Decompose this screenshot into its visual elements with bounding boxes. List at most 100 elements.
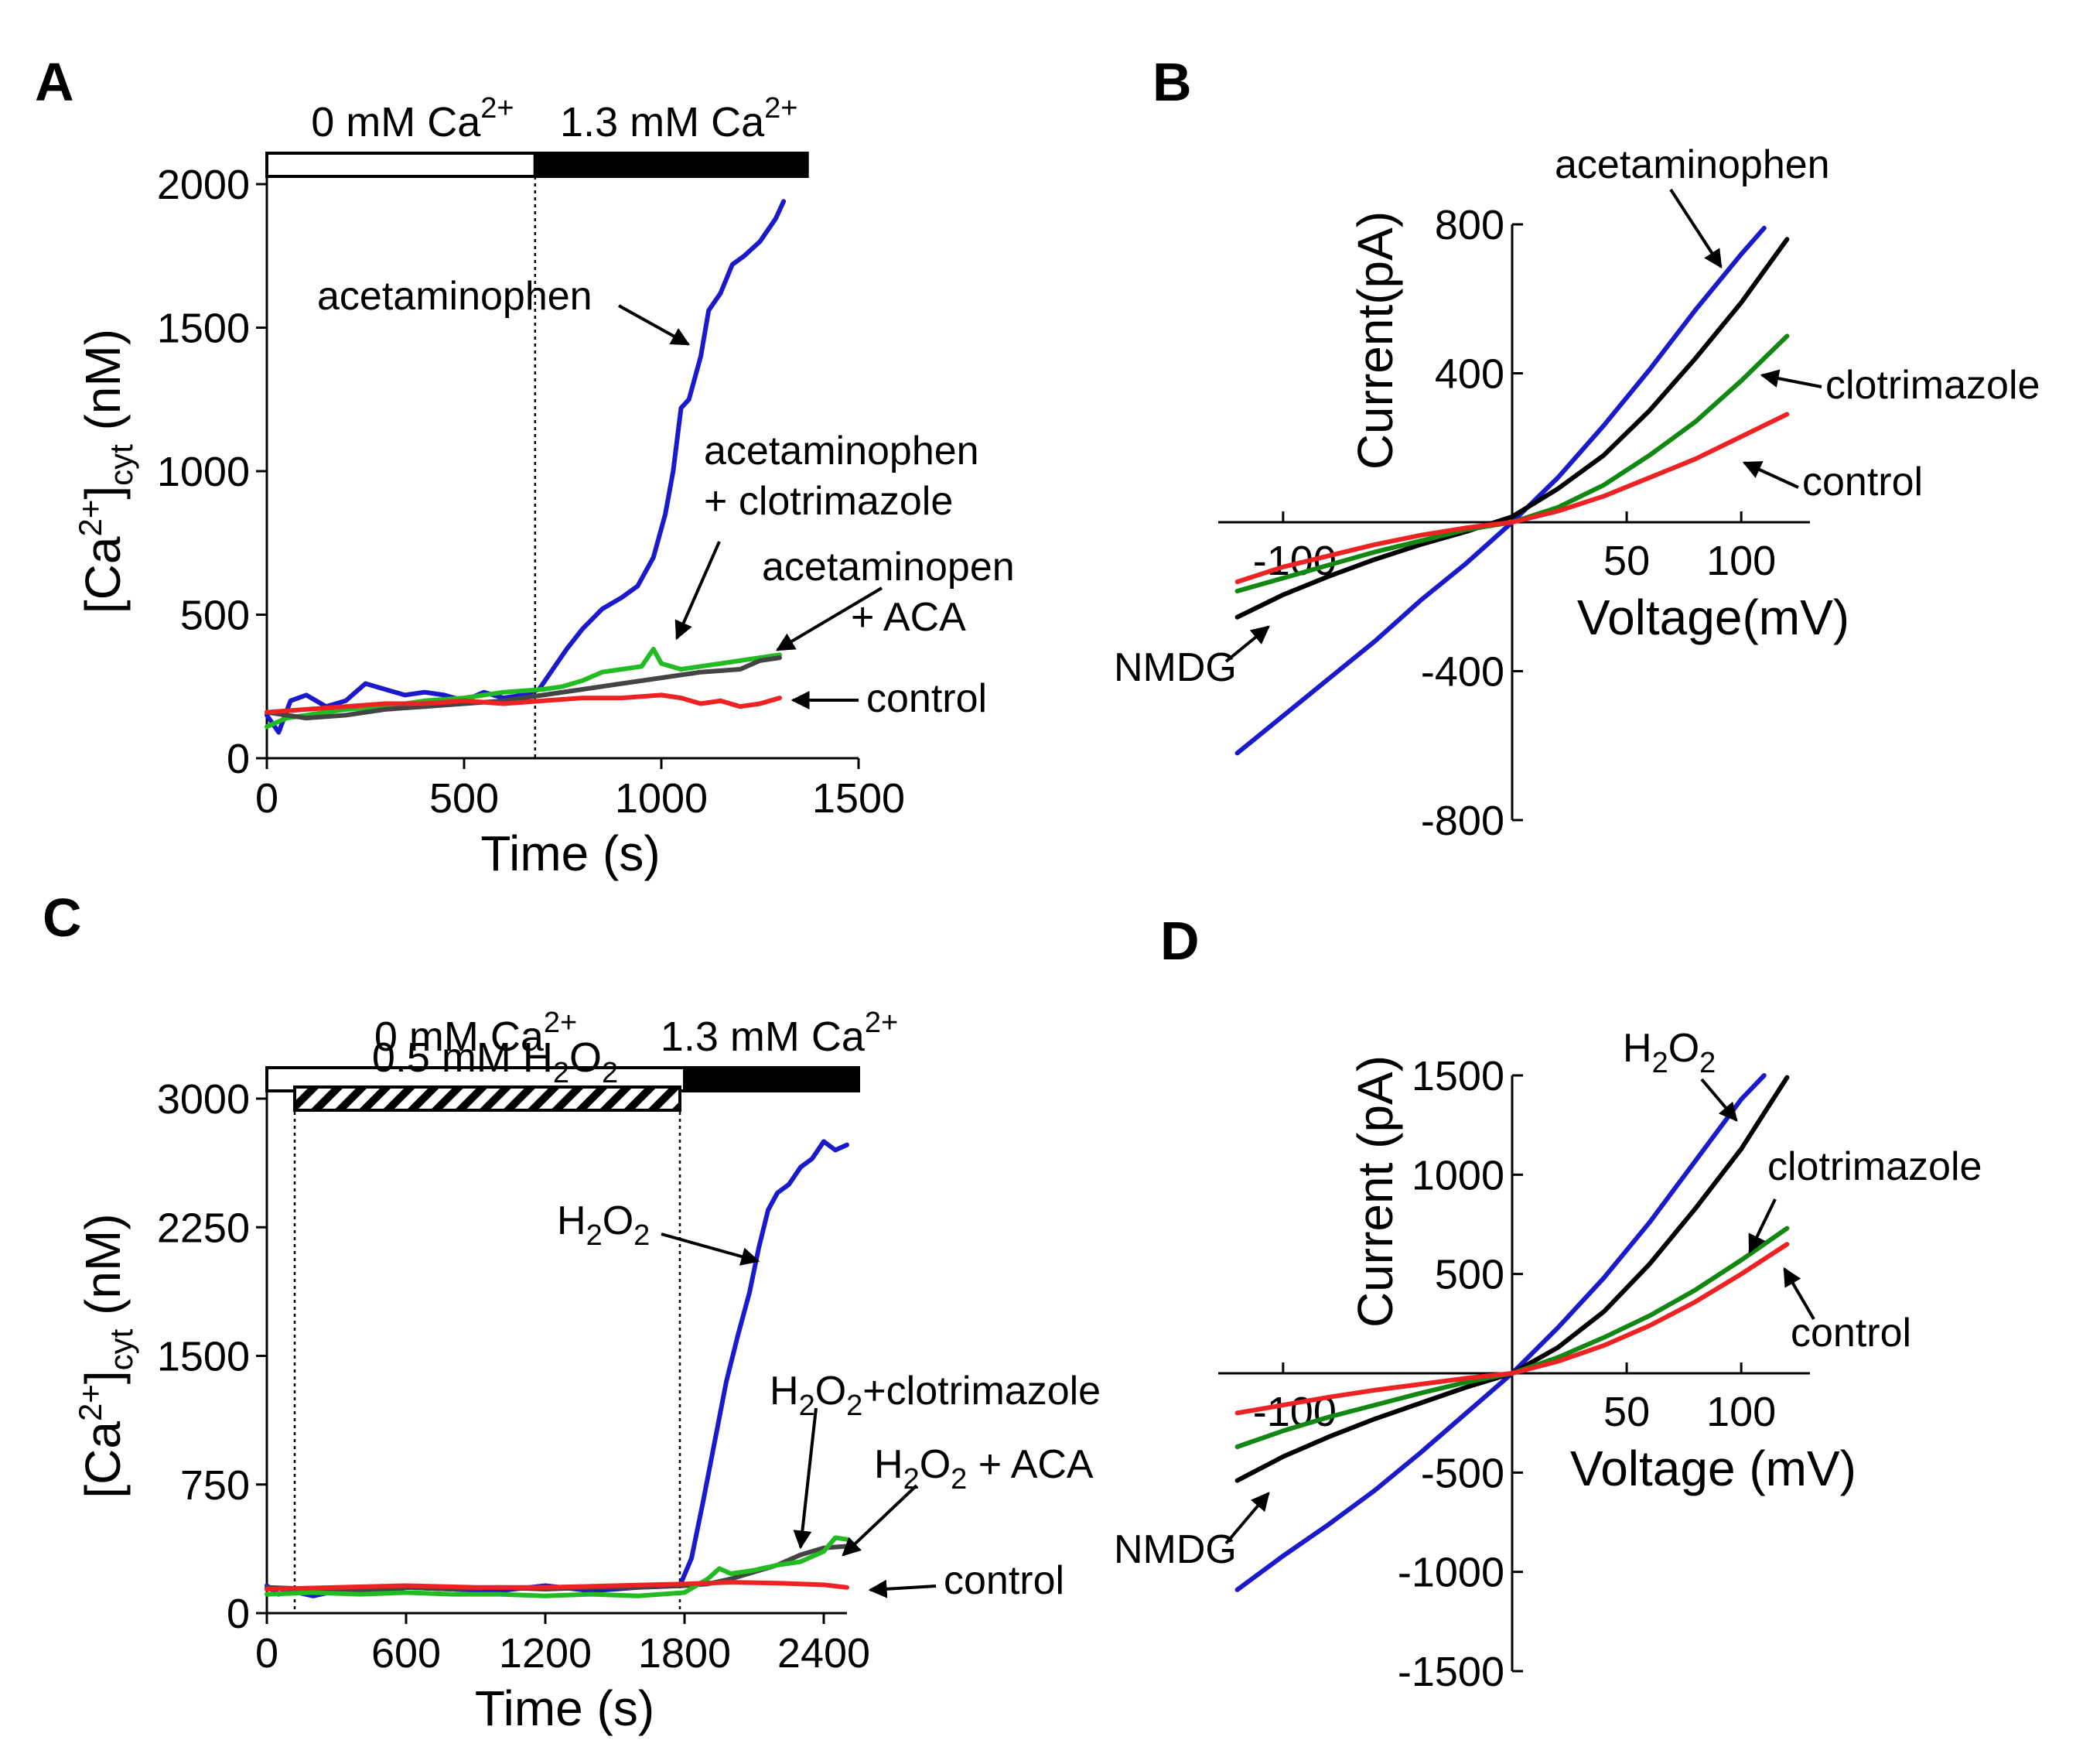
panel-d-x-axis-label: Voltage (mV): [1570, 1441, 1856, 1496]
panel-b-annotation-clotrimazole: clotrimazole: [1825, 363, 2040, 408]
panel-b-y-tick-label: -400: [1421, 649, 1504, 696]
panel-d-y-tick-label: -500: [1421, 1450, 1504, 1496]
panel-c-x-tick-label: 2400: [777, 1630, 870, 1677]
panel-c-x-tick-label: 600: [371, 1630, 441, 1677]
panel-b-y-tick-label: 400: [1435, 351, 1504, 398]
panel-c-y-tick-label: 750: [180, 1462, 250, 1509]
panel-c-y-tick-label: 1500: [157, 1334, 250, 1380]
panel-a-annotation-acetaminophen: acetaminophen: [317, 274, 592, 319]
panel-c-y-tick-label: 3000: [157, 1076, 250, 1123]
panel-d-annotation-arrow: [1783, 1267, 1815, 1321]
panel-c-solution-bar-1: [683, 1066, 860, 1092]
panel-d-y-tick-label: 1000: [1412, 1152, 1504, 1198]
panel-d-y-tick-label: -1000: [1398, 1550, 1504, 1596]
panel-c-x-tick-label: 1800: [638, 1630, 731, 1677]
panel-d-annotation-nmdg: NMDG: [1114, 1527, 1237, 1572]
panel-d-annotation-arrow: [1224, 1492, 1270, 1545]
panel-c-solution-label-1: 1.3 mM Ca2+: [661, 1007, 898, 1060]
panel-c-y-axis-label: [Ca2+]cyt (nM): [72, 1213, 139, 1498]
panel-c-annotation-ho-aca: H2O2 + ACA: [874, 1442, 1094, 1496]
panel-b-annotation-control: control: [1802, 460, 1923, 504]
panel-c-y-tick-label: 2250: [157, 1205, 250, 1251]
panel-a-solution-label-0: 0 mM Ca2+: [311, 92, 514, 145]
panel-a-solution-label-1: 1.3 mM Ca2+: [560, 92, 797, 145]
panel-a-solution-bar-1: [533, 152, 809, 178]
panel-c-x-tick-label: 0: [255, 1630, 278, 1677]
panel-c-annotation-control: control: [944, 1558, 1064, 1603]
panel-a-solution-bar-0: [265, 152, 537, 178]
panel-a-y-tick-label: 1000: [157, 449, 250, 495]
panel-c-y-tick-label: 0: [227, 1591, 250, 1637]
panel-label-d: D: [1160, 911, 1200, 971]
panel-a-series-acetaminopen-aca: [265, 655, 782, 721]
panel-b-annotation-arrow: [1669, 188, 1723, 269]
panel-d-y-tick-label: 1500: [1412, 1053, 1504, 1099]
panel-a-annotation-arrow: [674, 541, 721, 641]
panel-d-annotation-clotrimazole: clotrimazole: [1767, 1144, 1982, 1189]
panel-a-x-tick-label: 0: [255, 775, 278, 822]
panel-c-x-tick-label: 1200: [499, 1630, 592, 1677]
panel-a-annotation-aca: + ACA: [851, 595, 966, 640]
panel-c-x-axis-label: Time (s): [475, 1680, 654, 1736]
panel-a-x-axis-label: Time (s): [480, 826, 660, 881]
panel-b-annotation-arrow: [1760, 369, 1822, 388]
panel-b-y-axis-label: Current(pA): [1347, 211, 1403, 470]
panel-a-series-acetaminophen: [265, 199, 787, 735]
panel-a-y-tick-label: 500: [180, 593, 250, 639]
panel-d-annotation-control: control: [1791, 1311, 1911, 1355]
panel-c-annotation-arrow: [868, 1579, 937, 1598]
panel-d-annotation-arrow: [1700, 1078, 1738, 1122]
panel-c-treatment-bar: [293, 1085, 681, 1112]
panel-c-annotation-arrow: [661, 1232, 760, 1266]
panel-a-x-tick-label: 1500: [812, 775, 905, 822]
panel-a-annotation-clotrimazole: + clotrimazole: [704, 479, 953, 524]
panel-a-annotation-arrow: [618, 304, 691, 346]
panel-c-treatment-label: 0.5 mM H2O2: [372, 1034, 618, 1089]
panel-d-series-control: [1234, 1242, 1790, 1416]
panel-d-annotation-ho: H2O2: [1623, 1026, 1716, 1079]
panel-a-series-control: [265, 692, 782, 715]
panel-b-series-nmdg: [1234, 237, 1790, 620]
panel-c-annotation-ho: H2O2: [557, 1198, 650, 1252]
panel-c-solution-label-0: 0 mM Ca2+: [374, 1007, 577, 1060]
panel-d-y-tick-label: 500: [1435, 1252, 1504, 1298]
panel-d-y-tick-label: -1500: [1398, 1649, 1504, 1695]
panel-c-series-control: [265, 1580, 849, 1591]
panel-a-annotation-arrow: [775, 586, 883, 651]
panel-b-y-tick-label: 800: [1435, 202, 1504, 248]
panel-label-a: A: [35, 52, 74, 112]
panel-a-annotation-control: control: [866, 676, 987, 721]
panel-b-annotation-nmdg: NMDG: [1114, 645, 1237, 690]
panel-b-annotation-arrow: [1224, 625, 1270, 663]
panel-b-x-tick-label: 100: [1706, 538, 1776, 584]
panel-b-annotation-arrow: [1742, 461, 1799, 489]
panel-d-x-tick-label: 50: [1603, 1389, 1650, 1435]
panel-c-annotation-ho-clotrimazole: H2O2+clotrimazole: [770, 1369, 1101, 1422]
panel-a-time-course: 0 500 1000 1500 0 500 1000 1500 2000 Time (s) [Ca2…: [72, 92, 1015, 881]
panel-a-y-axis-label: [Ca2+]cyt (nM): [72, 329, 139, 614]
panel-a-annotation-acetaminophen: acetaminophen: [704, 429, 979, 473]
panel-b-annotation-acetaminophen: acetaminophen: [1555, 142, 1830, 187]
panel-c-time-course: 0 600 1200 1800 2400 0 750 1500 2250 3000 Time (s)…: [72, 1007, 1101, 1736]
panel-a-x-tick-label: 500: [429, 775, 499, 822]
panel-a-x-tick-label: 1000: [615, 775, 708, 822]
panel-b-x-tick-label: 50: [1603, 538, 1650, 584]
panel-b-x-axis-label: Voltage(mV): [1577, 590, 1849, 645]
panel-label-c: C: [43, 887, 82, 948]
panel-d-x-tick-label: 100: [1706, 1389, 1776, 1435]
panel-d-y-axis-label: Current (pA): [1347, 1055, 1403, 1328]
panel-a-y-tick-label: 2000: [157, 162, 250, 208]
panel-d-annotation-arrow: [1748, 1198, 1777, 1254]
panel-c-annotation-arrow: [793, 1407, 818, 1550]
panel-b-y-tick-label: -800: [1421, 798, 1504, 844]
panel-label-b: B: [1152, 52, 1192, 112]
panel-c-series-h2o2-aca: [265, 1535, 849, 1598]
panel-a-y-tick-label: 1500: [157, 306, 250, 352]
panel-b-series-control: [1234, 412, 1790, 584]
panel-c-annotation-arrow: [842, 1484, 918, 1557]
panel-a-y-tick-label: 0: [227, 736, 250, 782]
panel-a-series-acetaminophen-clotrimazole: [265, 647, 782, 730]
